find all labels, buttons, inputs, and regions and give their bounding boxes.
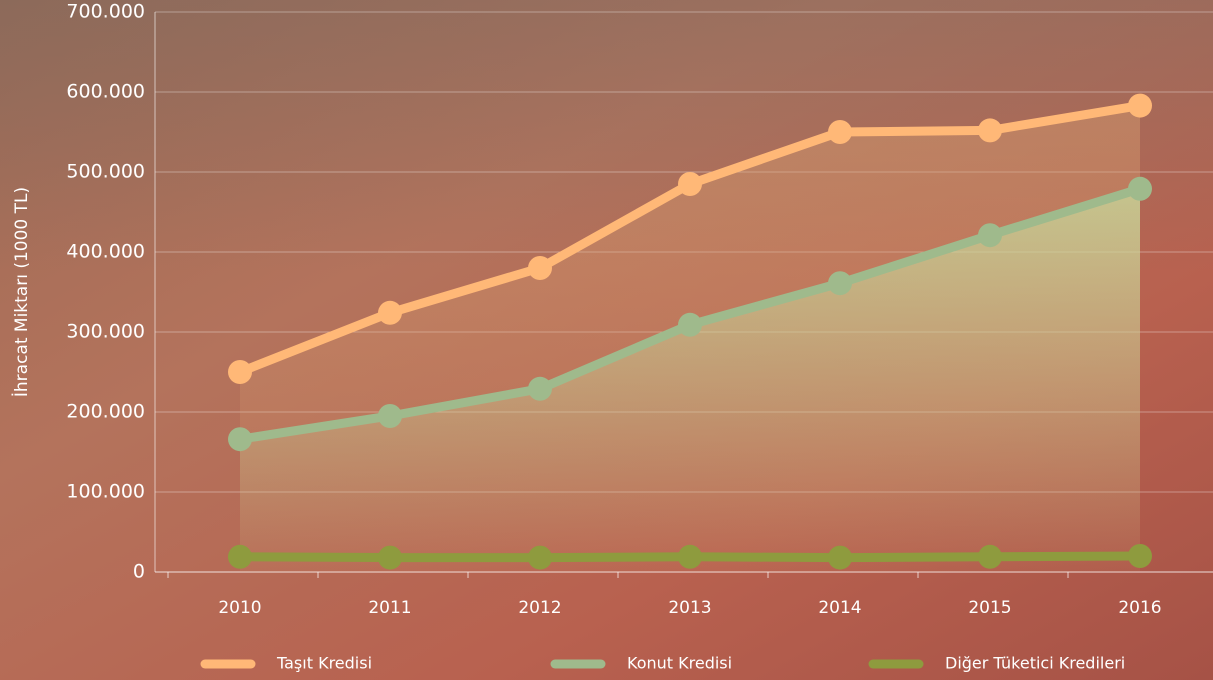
point xyxy=(678,312,702,337)
x-tick-label: 2011 xyxy=(368,598,411,618)
y-axis-title: İhracat Miktarı (1000 TL) xyxy=(11,187,32,397)
point xyxy=(1128,93,1152,118)
y-tick-label: 600.000 xyxy=(66,81,145,103)
x-tick-label: 2010 xyxy=(218,598,261,618)
point xyxy=(228,544,252,569)
series-area xyxy=(240,188,1140,573)
point xyxy=(528,376,552,401)
x-tick-label: 2016 xyxy=(1118,598,1161,618)
point xyxy=(378,404,402,428)
x-tick-label: 2014 xyxy=(818,598,861,618)
point xyxy=(678,172,702,196)
point xyxy=(828,271,852,296)
legend-label: Taşıt Kredisi xyxy=(276,654,372,673)
point xyxy=(528,256,552,280)
y-tick-label: 100.000 xyxy=(66,481,145,503)
y-tick-label: 400.000 xyxy=(66,241,145,263)
point xyxy=(978,544,1002,569)
x-tick-label: 2012 xyxy=(518,598,561,618)
point xyxy=(378,545,402,570)
point xyxy=(228,360,252,384)
point xyxy=(1128,176,1152,201)
point xyxy=(978,118,1002,143)
y-tick-label: 0 xyxy=(133,561,145,583)
legend-label: Diğer Tüketici Kredileri xyxy=(945,654,1125,673)
x-tick-label: 2015 xyxy=(968,598,1011,618)
point xyxy=(828,545,852,570)
y-tick-label: 700.000 xyxy=(66,1,145,23)
y-tick-label: 500.000 xyxy=(66,161,145,183)
x-tick-label: 2013 xyxy=(668,598,711,618)
point xyxy=(1128,544,1152,568)
point xyxy=(678,544,702,569)
point xyxy=(228,427,252,452)
y-tick-label: 300.000 xyxy=(66,321,145,343)
point xyxy=(828,120,852,144)
point xyxy=(378,300,402,325)
point xyxy=(978,223,1002,248)
legend-label: Konut Kredisi xyxy=(627,654,732,673)
point xyxy=(528,545,552,570)
y-tick-label: 200.000 xyxy=(66,401,145,423)
